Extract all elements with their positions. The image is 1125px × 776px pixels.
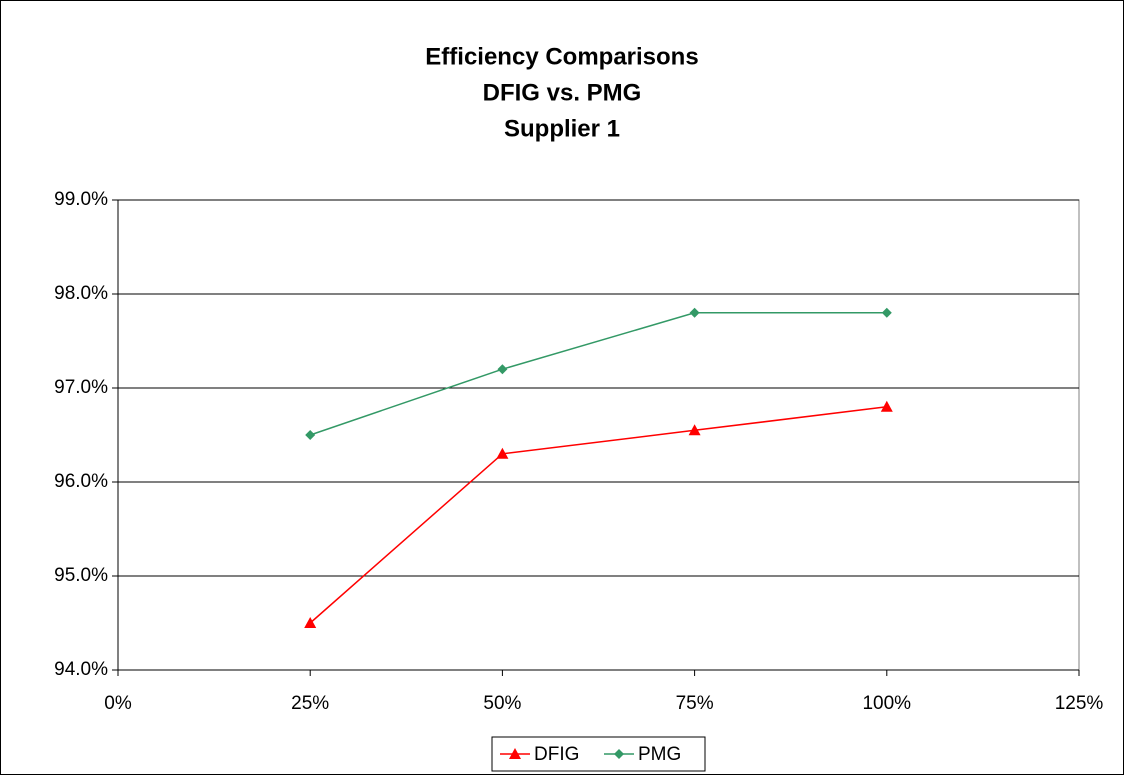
legend-label: DFIG	[534, 744, 579, 765]
marker	[305, 430, 316, 440]
x-tick-label: 125%	[1055, 693, 1104, 714]
y-tick-label: 97.0%	[54, 377, 108, 398]
y-tick-label: 94.0%	[54, 659, 108, 680]
marker	[689, 307, 700, 318]
series-line	[309, 312, 887, 436]
marker	[497, 364, 508, 375]
series-line	[309, 406, 887, 624]
y-tick-label: 95.0%	[54, 565, 108, 586]
chart-title: Efficiency Comparisons	[425, 43, 698, 70]
x-tick-label: 50%	[483, 693, 521, 714]
x-tick-label: 25%	[291, 693, 329, 714]
marker	[496, 447, 509, 459]
x-tick-label: 100%	[862, 693, 911, 714]
marker	[304, 617, 317, 628]
plot-area	[117, 199, 1080, 671]
chart-title: DFIG vs. PMG	[483, 79, 642, 106]
y-tick-label: 98.0%	[54, 283, 108, 304]
x-tick-label: 0%	[104, 693, 132, 714]
marker	[881, 307, 892, 318]
y-tick-label: 96.0%	[54, 471, 108, 492]
chart-title: Supplier 1	[504, 115, 620, 142]
legend-label: PMG	[638, 744, 681, 765]
marker	[688, 424, 701, 436]
x-tick-label: 75%	[676, 693, 714, 714]
y-tick-label: 99.0%	[54, 189, 108, 210]
marker	[880, 400, 893, 412]
marker	[614, 749, 624, 759]
marker	[509, 748, 521, 759]
